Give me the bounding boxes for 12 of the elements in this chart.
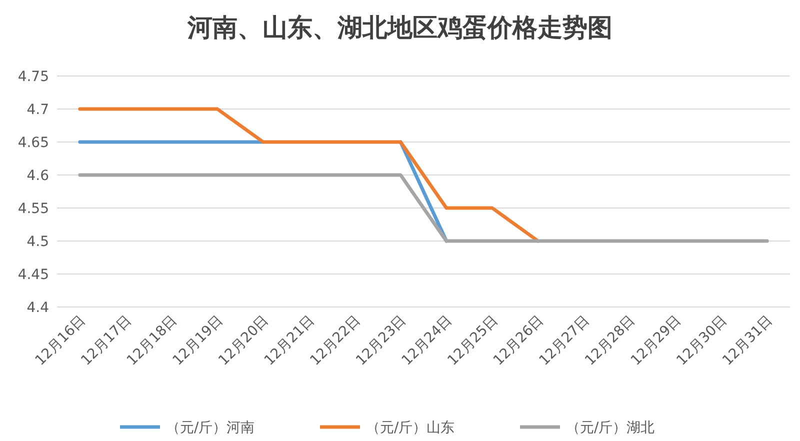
y-tick-label: 4.6 — [26, 168, 50, 184]
legend-label: （元/斤）河南 — [166, 420, 255, 436]
y-tick-label: 4.45 — [18, 266, 49, 283]
y-tick-label: 4.55 — [18, 200, 49, 217]
legend-label: （元/斤）湖北 — [566, 420, 655, 436]
y-tick-label: 4.7 — [26, 102, 49, 118]
legend-label: （元/斤）山东 — [366, 420, 455, 436]
y-tick-label: 4.5 — [26, 234, 49, 250]
chart-title: 河南、山东、湖北地区鸡蛋价格走势图 — [186, 13, 612, 42]
y-tick-label: 4.4 — [26, 300, 50, 316]
y-tick-label: 4.65 — [18, 134, 49, 151]
y-tick-label: 4.75 — [18, 68, 49, 85]
